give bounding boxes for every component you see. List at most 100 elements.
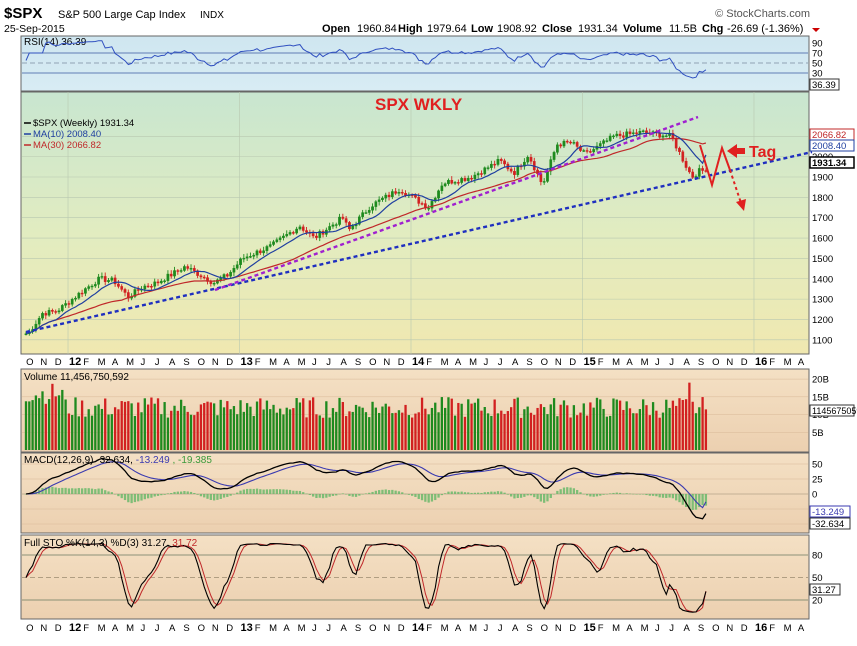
price-bar-body <box>54 311 58 313</box>
volume-bar <box>127 401 130 450</box>
macd-tick-label: 0 <box>812 490 817 501</box>
price-bar-body <box>225 274 229 277</box>
x-tick-label: 14 <box>412 622 425 634</box>
volume-bar <box>562 400 566 450</box>
x-tick-label: S <box>355 357 361 368</box>
volume-bar <box>417 412 420 450</box>
price-bar-body <box>367 210 371 213</box>
x-tick-label: A <box>798 623 805 634</box>
volume-bar <box>529 412 533 450</box>
volume-bar <box>490 415 493 450</box>
brand[interactable]: © StockCharts.com <box>715 8 810 20</box>
x-tick-label: 13 <box>241 356 253 368</box>
price-bar-body <box>268 244 272 247</box>
x-tick-label: A <box>341 357 348 368</box>
volume-bar <box>424 408 427 450</box>
volume-bar <box>275 412 278 450</box>
long-trendline <box>25 150 813 334</box>
price-bar-body <box>291 232 295 234</box>
macd-histogram <box>24 486 708 510</box>
price-bar-body <box>509 168 513 172</box>
macd-hist-bar <box>638 494 642 495</box>
volume-bar <box>675 405 678 450</box>
x-tick-label: A <box>684 357 691 368</box>
price-bar-body <box>486 167 490 169</box>
volume-bar <box>648 415 651 450</box>
sto-label: Full STO %K(14,3) %D(3) 31.27, 31.72 <box>24 538 198 549</box>
symbol: $SPX <box>4 5 42 22</box>
macd-hist-bar <box>450 491 453 494</box>
macd-hist-bar <box>543 494 546 503</box>
price-bar-body <box>697 168 701 177</box>
macd-hist-bar <box>417 494 420 499</box>
volume-bar <box>311 397 315 450</box>
x-tick-label: J <box>140 357 145 368</box>
macd-hist-bar <box>358 494 361 496</box>
price-bar-body <box>622 135 625 138</box>
volume-bar <box>694 413 698 450</box>
macd-hist-bar <box>444 493 447 494</box>
volume-bar <box>292 408 295 450</box>
macd-hist-bar <box>67 488 71 494</box>
volume-bar <box>255 401 259 450</box>
price-bar-body <box>552 152 556 160</box>
price-bar-body <box>569 141 572 144</box>
price-bar-body <box>60 305 64 311</box>
price-bar-body <box>37 318 41 325</box>
volume-bar <box>642 399 645 450</box>
volume-bar <box>189 414 193 450</box>
volume-bar <box>64 399 67 450</box>
price-bar-body <box>400 192 404 194</box>
x-tick-label: D <box>226 623 233 634</box>
legend-text: MA(10) 2008.40 <box>33 129 101 140</box>
price-bar-body <box>450 179 454 184</box>
price-tick-label: 1600 <box>812 234 833 245</box>
macd-hist-bar <box>269 489 272 494</box>
price-bar-body <box>123 289 127 293</box>
price-bar-body <box>282 235 285 238</box>
volume-panel: 20B15B10B5B Volume 11,456,750,592 114567… <box>20 368 857 453</box>
macd-hist-bar <box>463 492 467 494</box>
price-bar-body <box>496 159 500 165</box>
macd-hist-bar <box>255 488 259 494</box>
price-badge-text: 2066.82 <box>812 130 846 141</box>
macd-hist-bar <box>546 494 549 502</box>
price-bar-body <box>440 185 444 191</box>
macd-hist-bar <box>510 494 513 497</box>
volume-bar <box>123 401 127 450</box>
x-tick-label: D <box>55 623 62 634</box>
volume-bar <box>341 402 344 450</box>
dropdown-caret-icon[interactable] <box>812 28 820 32</box>
x-tick-label: S <box>355 623 361 634</box>
rsi-tick-label: 70 <box>812 49 823 60</box>
price-bar-body <box>565 140 569 143</box>
volume-bar <box>368 417 371 450</box>
x-tick-label: A <box>283 623 290 634</box>
volume-bar <box>589 402 592 450</box>
low-label: Low <box>471 23 493 35</box>
price-bar-body <box>159 280 163 284</box>
volume-bar <box>361 407 364 450</box>
price-tick-label: 1400 <box>812 274 833 285</box>
price-bar-body <box>93 284 97 287</box>
volume-bar <box>559 404 562 450</box>
price-bar-body <box>661 135 665 138</box>
macd-hist-bar <box>163 494 166 495</box>
volume-bar <box>31 400 34 450</box>
price-bar-body <box>229 272 232 277</box>
volume-bar <box>150 397 153 450</box>
macd-hist-bar <box>467 492 470 494</box>
macd-hist-bar <box>176 491 179 494</box>
x-tick-label: J <box>140 623 145 634</box>
macd-hist-bar <box>71 488 74 494</box>
volume-bar <box>173 405 176 450</box>
price-bar-body <box>262 250 265 254</box>
price-bar-body <box>183 266 186 271</box>
macd-hist-bar <box>216 494 219 500</box>
volume-bar <box>24 401 28 450</box>
rsi-panel: RSI(14) 36.39 9070503010 36.39 <box>20 35 840 92</box>
sto-badge-text: 31.27 <box>812 585 836 596</box>
macd-hist-bar <box>298 490 302 494</box>
price-bar-body <box>169 273 173 277</box>
